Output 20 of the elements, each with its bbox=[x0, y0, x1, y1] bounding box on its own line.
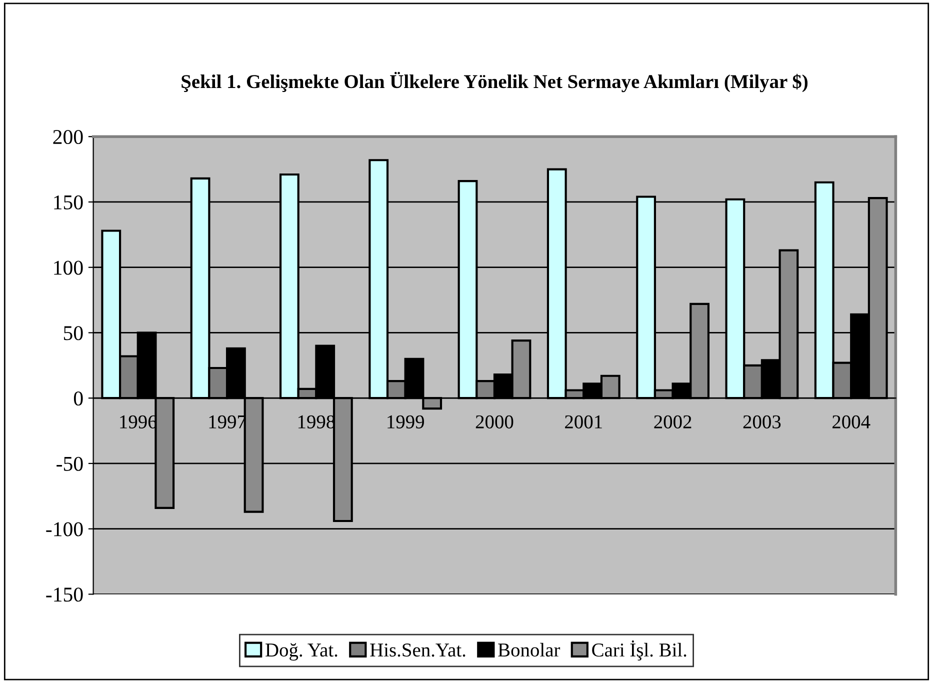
y-tick-label: 200 bbox=[53, 130, 83, 144]
y-tick-label: -50 bbox=[56, 456, 83, 471]
chart-title: Şekil 1. Gelişmekte Olan Ülkelere Yönelik Net Sermaye Akımları (Milyar $) bbox=[182, 72, 808, 92]
x-tick-label: 2004 bbox=[832, 415, 870, 428]
x-tick-label: 2001 bbox=[565, 415, 602, 428]
legend-label: His.Sen.Yat. bbox=[370, 644, 466, 657]
x-tick-label: 2002 bbox=[654, 415, 692, 428]
x-tick-label: 2000 bbox=[476, 415, 514, 428]
x-tick-label: 1997 bbox=[209, 415, 246, 428]
y-tick-label: -100 bbox=[46, 522, 83, 536]
legend-label: Doğ. Yat. bbox=[266, 643, 338, 661]
legend-label: Bonolar bbox=[498, 642, 560, 657]
y-tick-label: -150 bbox=[46, 588, 83, 602]
y-tick-label: 150 bbox=[54, 195, 83, 210]
x-tick-label: 2003 bbox=[743, 415, 781, 428]
y-tick-label: 100 bbox=[54, 260, 83, 275]
y-tick-label: 50 bbox=[64, 326, 83, 340]
x-tick-label: 1999 bbox=[388, 415, 424, 428]
legend-label: Cari İşl. Bil. bbox=[592, 640, 686, 661]
y-tick-label: 0 bbox=[74, 391, 83, 406]
